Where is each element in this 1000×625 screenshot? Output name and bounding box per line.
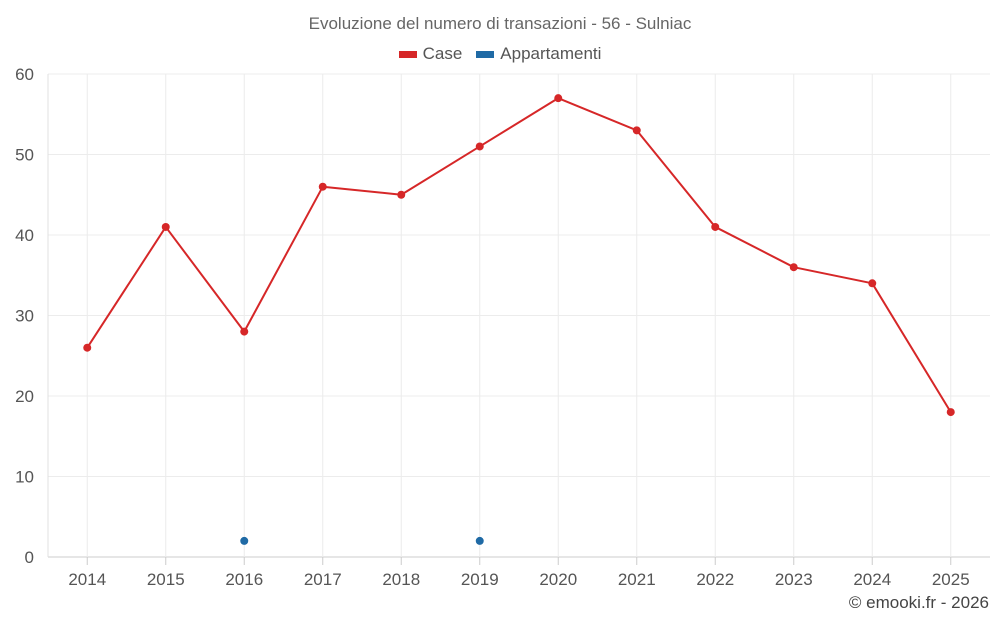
x-tick-label: 2021 [618, 570, 656, 589]
data-point-case[interactable] [868, 279, 877, 288]
data-point-case[interactable] [632, 126, 641, 135]
x-tick-label: 2022 [696, 570, 734, 589]
data-point-case[interactable] [240, 327, 249, 336]
data-point-case[interactable] [946, 408, 955, 417]
data-point-appartamenti[interactable] [240, 536, 249, 545]
data-point-case[interactable] [475, 142, 484, 151]
x-tick-label: 2025 [932, 570, 970, 589]
credit-text: © emooki.fr - 2026 [848, 593, 989, 612]
y-tick-label: 10 [15, 468, 34, 487]
data-point-case[interactable] [318, 182, 327, 191]
legend-label-appartamenti: Appartamenti [500, 44, 602, 63]
x-tick-label: 2024 [853, 570, 891, 589]
x-tick-label: 2014 [68, 570, 106, 589]
legend-swatch-appartamenti [476, 50, 495, 58]
legend: Case Appartamenti [0, 44, 1000, 64]
legend-item-case[interactable]: Case [398, 44, 463, 64]
y-tick-label: 40 [15, 226, 34, 245]
data-point-appartamenti[interactable] [475, 536, 484, 545]
legend-swatch-case [398, 50, 417, 58]
x-tick-label: 2020 [539, 570, 577, 589]
y-tick-label: 0 [25, 548, 34, 567]
data-point-case[interactable] [554, 94, 563, 103]
x-tick-label: 2019 [461, 570, 499, 589]
data-point-case[interactable] [83, 343, 92, 352]
x-tick-label: 2018 [382, 570, 420, 589]
x-tick-label: 2015 [147, 570, 185, 589]
data-point-case[interactable] [397, 190, 406, 199]
x-tick-label: 2016 [225, 570, 263, 589]
data-point-case[interactable] [161, 222, 170, 231]
y-tick-label: 60 [15, 65, 34, 84]
chart-title: Evoluzione del numero di transazioni - 5… [308, 14, 692, 33]
series-line-case [86, 97, 952, 413]
data-point-case[interactable] [789, 263, 798, 272]
y-tick-label: 30 [15, 307, 34, 326]
data-point-case[interactable] [711, 222, 720, 231]
x-tick-label: 2017 [304, 570, 342, 589]
y-tick-label: 50 [15, 146, 34, 165]
x-tick-label: 2023 [775, 570, 813, 589]
legend-item-appartamenti[interactable]: Appartamenti [476, 44, 601, 64]
y-tick-label: 20 [15, 387, 34, 406]
legend-label-case: Case [422, 44, 463, 63]
